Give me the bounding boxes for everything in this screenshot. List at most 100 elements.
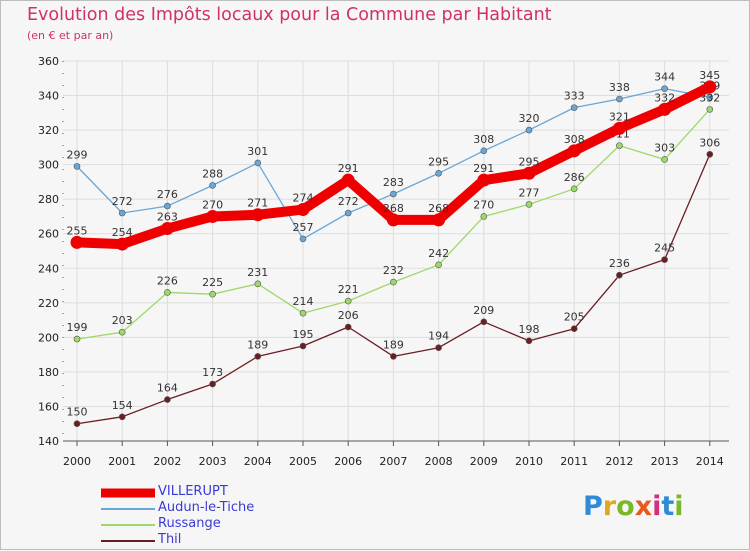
- legend-label-villerupt: VILLERUPT: [158, 484, 228, 499]
- y-tick-label: 240: [38, 262, 59, 275]
- data-point-villerupt: [567, 144, 581, 158]
- x-tick-label: 2011: [560, 455, 588, 468]
- data-point-audun-le-tiche: [616, 95, 623, 103]
- data-point-russange: [661, 156, 668, 163]
- data-label-russange: 199: [67, 321, 88, 334]
- y-tick-label: 340: [38, 90, 59, 103]
- data-point-russange: [209, 290, 216, 298]
- data-point-russange: [390, 278, 397, 286]
- data-label-audun-le-tiche: 308: [473, 133, 494, 146]
- data-point-thil: [616, 271, 623, 279]
- data-point-villerupt: [341, 173, 355, 187]
- data-point-thil: [73, 420, 81, 428]
- legend-swatch-russange: [101, 524, 155, 526]
- chart-subtitle: (en € et par an): [27, 29, 114, 42]
- data-label-audun-le-tiche: 283: [383, 176, 404, 189]
- x-tick-label: 2002: [153, 455, 181, 468]
- data-label-audun-le-tiche: 320: [519, 112, 540, 125]
- data-point-audun-le-tiche: [209, 182, 216, 189]
- data-label-villerupt: 263: [157, 211, 178, 224]
- data-point-audun-le-tiche: [570, 104, 578, 111]
- data-label-audun-le-tiche: 299: [67, 148, 88, 161]
- data-point-russange: [435, 261, 442, 269]
- data-label-thil: 164: [157, 382, 178, 395]
- data-label-villerupt: 254: [112, 226, 133, 239]
- data-label-russange: 226: [157, 274, 178, 287]
- data-label-thil: 154: [112, 399, 133, 412]
- data-point-villerupt: [251, 208, 265, 222]
- data-label-audun-le-tiche: 272: [112, 195, 133, 208]
- data-label-villerupt: 270: [202, 198, 223, 211]
- x-tick-label: 2010: [515, 455, 543, 468]
- data-point-villerupt: [658, 102, 672, 116]
- data-label-thil: 194: [428, 330, 449, 343]
- data-label-russange: 303: [654, 141, 675, 154]
- data-point-thil: [164, 396, 171, 403]
- data-point-audun-le-tiche: [299, 235, 307, 243]
- data-point-thil: [661, 256, 668, 263]
- data-point-russange: [706, 106, 714, 113]
- data-point-villerupt: [703, 80, 717, 94]
- data-point-thil: [480, 318, 488, 326]
- y-tick-label: 140: [38, 435, 59, 448]
- x-tick-label: 2003: [199, 455, 227, 468]
- y-tick-label: 300: [38, 159, 59, 172]
- data-point-audun-le-tiche: [390, 190, 397, 198]
- data-label-thil: 189: [247, 338, 268, 351]
- data-point-russange: [164, 289, 171, 296]
- data-label-audun-le-tiche: 276: [157, 188, 178, 201]
- data-label-russange: 231: [247, 266, 268, 279]
- data-label-audun-le-tiche: 272: [338, 195, 359, 208]
- data-label-thil: 209: [473, 304, 494, 317]
- data-label-audun-le-tiche: 288: [202, 167, 223, 180]
- data-point-thil: [570, 325, 578, 333]
- data-label-thil: 195: [293, 328, 314, 341]
- data-label-thil: 198: [519, 323, 540, 336]
- data-label-thil: 205: [564, 311, 585, 324]
- data-label-russange: 277: [519, 186, 540, 199]
- data-point-villerupt: [70, 235, 84, 249]
- data-label-audun-le-tiche: 295: [428, 155, 449, 168]
- data-label-russange: 203: [112, 314, 133, 327]
- data-point-audun-le-tiche: [254, 159, 262, 167]
- proxiti-logo: Proxiti: [583, 491, 684, 522]
- y-tick-label: 320: [38, 124, 59, 137]
- y-tick-label: 280: [38, 193, 59, 206]
- data-label-russange: 214: [293, 295, 314, 308]
- data-point-thil: [118, 413, 126, 421]
- data-label-villerupt: 271: [247, 197, 268, 210]
- x-tick-label: 2004: [244, 455, 272, 468]
- data-label-villerupt: 255: [67, 224, 88, 237]
- x-tick-label: 2008: [425, 455, 453, 468]
- data-label-audun-le-tiche: 344: [654, 71, 675, 84]
- data-label-audun-le-tiche: 301: [247, 145, 268, 158]
- data-label-audun-le-tiche: 338: [609, 81, 630, 94]
- data-point-audun-le-tiche: [344, 209, 352, 217]
- data-point-audun-le-tiche: [706, 93, 714, 101]
- data-label-villerupt: 274: [293, 192, 314, 205]
- x-tick-label: 2000: [63, 455, 91, 468]
- y-tick-label: 260: [38, 228, 59, 241]
- data-point-thil: [209, 380, 216, 388]
- data-label-villerupt: 345: [699, 69, 720, 82]
- y-tick-label: 180: [38, 366, 59, 379]
- data-label-audun-le-tiche: 333: [564, 90, 585, 103]
- data-label-thil: 173: [202, 366, 223, 379]
- x-tick-label: 2012: [605, 455, 633, 468]
- data-label-russange: 225: [202, 276, 223, 289]
- data-point-audun-le-tiche: [164, 202, 171, 210]
- data-point-villerupt: [432, 213, 446, 227]
- data-point-russange: [480, 213, 488, 220]
- data-label-thil: 189: [383, 338, 404, 351]
- data-point-villerupt: [115, 237, 129, 251]
- data-point-russange: [254, 280, 262, 288]
- data-point-villerupt: [160, 222, 174, 236]
- data-label-villerupt: 268: [428, 202, 449, 215]
- legend-label-thil: Thil: [158, 532, 182, 547]
- data-point-russange: [570, 185, 578, 193]
- data-point-russange: [73, 335, 81, 343]
- data-point-audun-le-tiche: [661, 85, 668, 92]
- chart-title: Evolution des Impôts locaux pour la Comm…: [27, 5, 552, 25]
